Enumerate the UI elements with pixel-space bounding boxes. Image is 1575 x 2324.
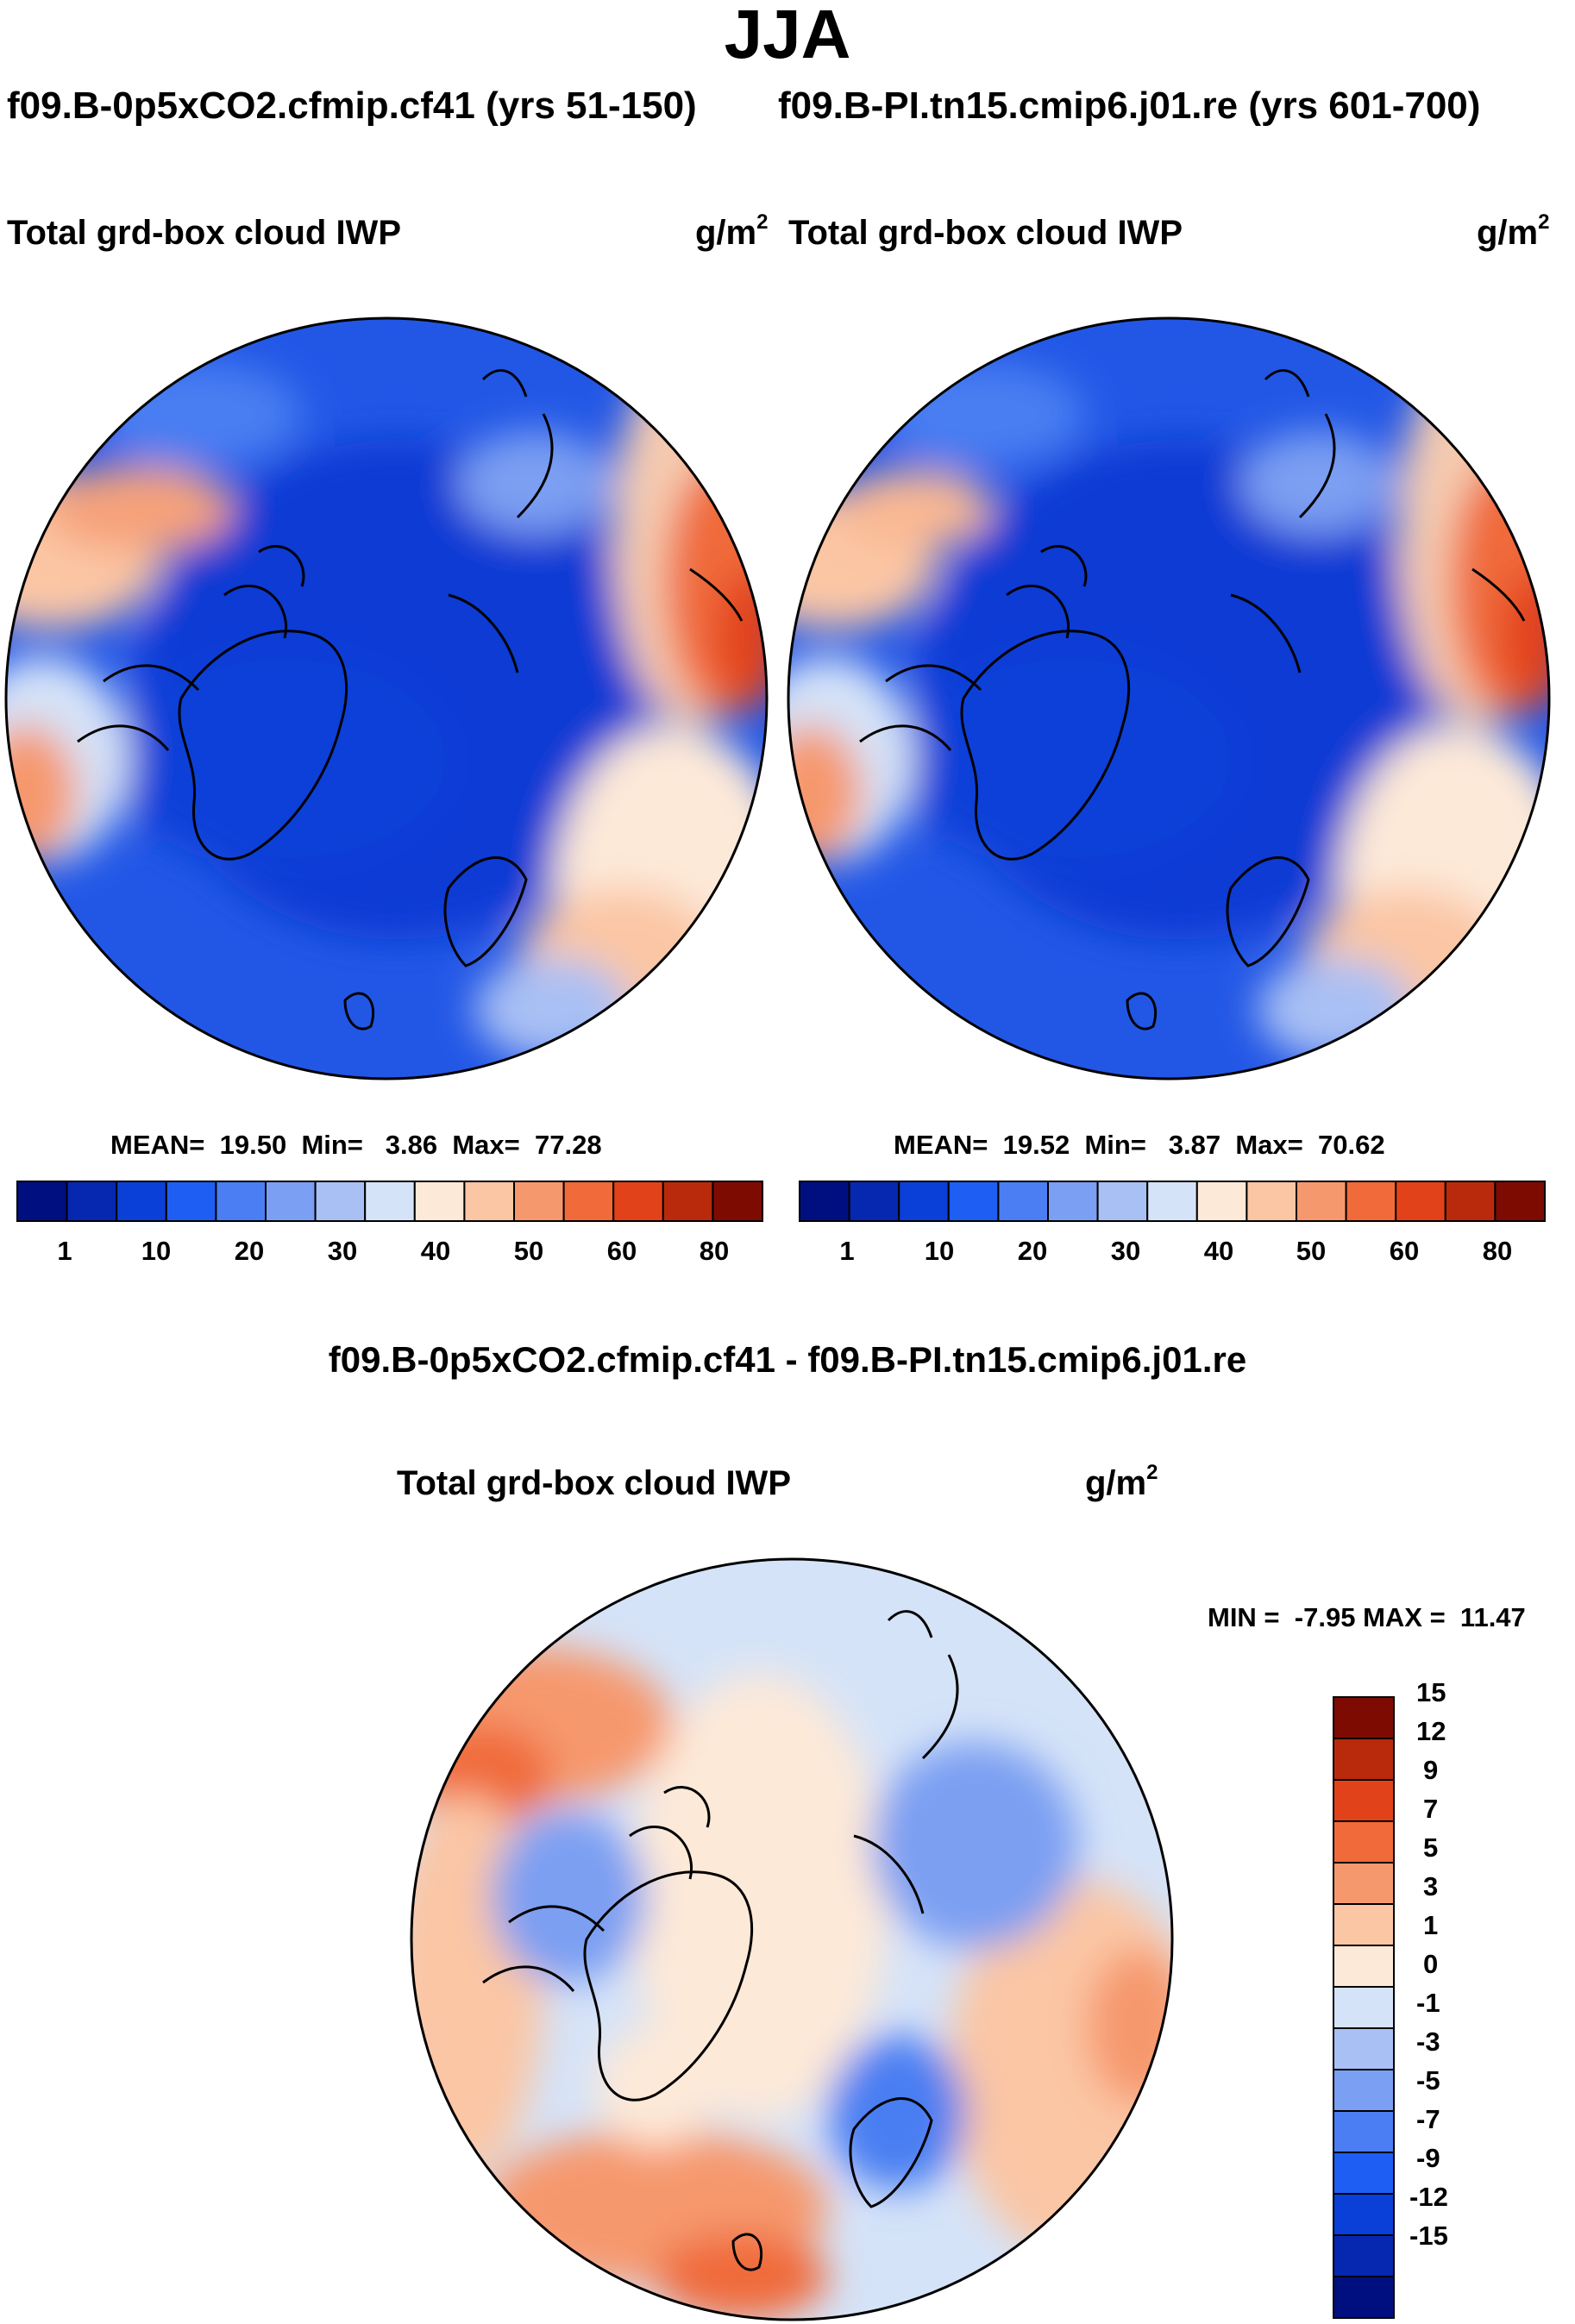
- panel3-cbar-tick: 12: [1416, 1716, 1446, 1746]
- panel1-colorbar-swatch: [413, 1181, 466, 1222]
- panel1-colorbar-swatch: [612, 1181, 664, 1222]
- panel1-colorbar-swatch: [463, 1181, 516, 1222]
- panel1-cbar-tick: 60: [606, 1236, 637, 1266]
- panel2-colorbar-swatch: [1246, 1181, 1298, 1222]
- panel3-cbar-tick: 9: [1423, 1755, 1439, 1785]
- panel1-units-label: g/m2: [695, 210, 769, 252]
- panel3-colorbar-swatch: [1333, 2276, 1395, 2319]
- panel3-colorbar-swatch: [1333, 1738, 1395, 1781]
- panel3-cbar-tick: -1: [1416, 1988, 1440, 2018]
- panel2-colorbar-swatch: [1494, 1181, 1547, 1222]
- panel3-colorbar-swatch: [1333, 1779, 1395, 1822]
- panel3-colorbar-swatch: [1333, 1862, 1395, 1905]
- panel3-cbar-tick: -9: [1416, 2143, 1440, 2173]
- panel2-stats: MEAN= 19.52 Min= 3.87 Max= 70.62: [894, 1130, 1385, 1160]
- main-title: JJA: [724, 0, 851, 72]
- panel2-cbar-tick: 40: [1203, 1236, 1234, 1266]
- panel1-stats: MEAN= 19.50 Min= 3.86 Max= 77.28: [110, 1130, 602, 1160]
- panel2-cbar-tick: 60: [1389, 1236, 1420, 1266]
- panel3-colorbar-swatch: [1333, 1903, 1395, 1946]
- panel2-colorbar-swatch: [1345, 1181, 1397, 1222]
- panel1-colorbar-swatch: [364, 1181, 416, 1222]
- panel1-cbar-tick: 40: [420, 1236, 451, 1266]
- panel1-cbar-tick: 10: [141, 1236, 172, 1266]
- panel2-map: [787, 316, 1551, 1081]
- diff-title: f09.B-0p5xCO2.cfmip.cf41 - f09.B-PI.tn15…: [328, 1339, 1247, 1380]
- panel1-colorbar-swatch: [116, 1181, 167, 1222]
- panel3-colorbar-swatch: [1333, 2027, 1395, 2070]
- panel1-colorbar-swatch: [16, 1181, 68, 1222]
- panel2-cbar-tick: 1: [839, 1236, 855, 1266]
- panel1-colorbar-swatch: [265, 1181, 317, 1222]
- panel2-colorbar-swatch: [1096, 1181, 1149, 1222]
- panel2-colorbar-swatch: [799, 1181, 850, 1222]
- panel3-cbar-tick: -3: [1416, 2026, 1440, 2057]
- panel2-cbar-tick: 50: [1296, 1236, 1327, 1266]
- panel2-colorbar-swatch: [947, 1181, 1000, 1222]
- panel3-stats: MIN = -7.95 MAX = 11.47: [1208, 1602, 1526, 1632]
- panel3-colorbar: [1333, 1696, 1395, 2319]
- panel3-cbar-tick: -5: [1416, 2065, 1440, 2095]
- panel3-units-label: g/m2: [1085, 1461, 1158, 1502]
- panel2-colorbar-swatch: [1395, 1181, 1446, 1222]
- panel3-colorbar-swatch: [1333, 1945, 1395, 1988]
- panel2-cbar-tick: 30: [1110, 1236, 1141, 1266]
- panel1-colorbar-swatch: [314, 1181, 367, 1222]
- panel3-cbar-tick: -15: [1409, 2221, 1448, 2251]
- panel1-cbar-tick: 50: [513, 1236, 544, 1266]
- panel3-variable-label: Total grd-box cloud IWP: [397, 1464, 791, 1502]
- panel2-cbar-tick: 20: [1017, 1236, 1048, 1266]
- panel3-colorbar-swatch: [1333, 1820, 1395, 1864]
- panel3-colorbar-swatch: [1333, 2069, 1395, 2112]
- panel1-colorbar: [16, 1181, 764, 1222]
- panel1-cbar-tick: 1: [57, 1236, 72, 1266]
- panel3-colorbar-swatch: [1333, 2234, 1395, 2277]
- panel2-colorbar-swatch: [898, 1181, 950, 1222]
- panel3-cbar-tick: -7: [1416, 2104, 1440, 2134]
- case1-header: f09.B-0p5xCO2.cfmip.cf41 (yrs 51-150): [7, 85, 697, 127]
- panel2-colorbar-swatch: [1146, 1181, 1198, 1222]
- panel1-colorbar-swatch: [66, 1181, 118, 1222]
- panel3-cbar-tick: 15: [1416, 1677, 1446, 1707]
- panel3-colorbar-swatch: [1333, 2193, 1395, 2236]
- panel1-cbar-tick: 30: [327, 1236, 358, 1266]
- panel2-colorbar-swatch: [1195, 1181, 1248, 1222]
- panel1-variable-label: Total grd-box cloud IWP: [7, 214, 401, 252]
- case2-header: f09.B-PI.tn15.cmip6.j01.re (yrs 601-700): [778, 85, 1481, 127]
- panel2-colorbar-swatch: [1296, 1181, 1347, 1222]
- panel2-colorbar-swatch: [997, 1181, 1050, 1222]
- panel3-cbar-tick: 1: [1423, 1910, 1439, 1940]
- panel2-colorbar-swatch: [1444, 1181, 1497, 1222]
- panel1-colorbar-swatch: [662, 1181, 714, 1222]
- panel2-colorbar-swatch: [1047, 1181, 1099, 1222]
- panel2-units-label: g/m2: [1477, 210, 1550, 252]
- panel1-cbar-tick: 20: [234, 1236, 265, 1266]
- panel1-colorbar-swatch: [513, 1181, 565, 1222]
- panel3-colorbar-swatch: [1333, 2110, 1395, 2153]
- panel2-cbar-tick: 80: [1482, 1236, 1513, 1266]
- panel1-colorbar-swatch: [562, 1181, 615, 1222]
- panel3-map: [410, 1557, 1174, 2321]
- panel3-colorbar-swatch: [1333, 1986, 1395, 2029]
- panel2-variable-label: Total grd-box cloud IWP: [788, 214, 1183, 252]
- panel3-cbar-tick: 3: [1423, 1871, 1439, 1901]
- panel1-map: [4, 316, 769, 1081]
- panel2-colorbar: [799, 1181, 1547, 1222]
- panel2-cbar-tick: 10: [924, 1236, 955, 1266]
- panel1-colorbar-swatch: [712, 1181, 764, 1222]
- panel1-cbar-tick: 80: [699, 1236, 730, 1266]
- panel3-colorbar-swatch: [1333, 1696, 1395, 1739]
- panel3-cbar-tick: 5: [1423, 1832, 1439, 1863]
- panel3-cbar-tick: 0: [1423, 1949, 1439, 1979]
- panel1-colorbar-swatch: [215, 1181, 267, 1222]
- panel3-cbar-tick: 7: [1423, 1794, 1439, 1824]
- panel3-cbar-tick: -12: [1409, 2182, 1448, 2212]
- panel1-colorbar-swatch: [165, 1181, 217, 1222]
- panel2-colorbar-swatch: [848, 1181, 900, 1222]
- panel3-colorbar-swatch: [1333, 2152, 1395, 2195]
